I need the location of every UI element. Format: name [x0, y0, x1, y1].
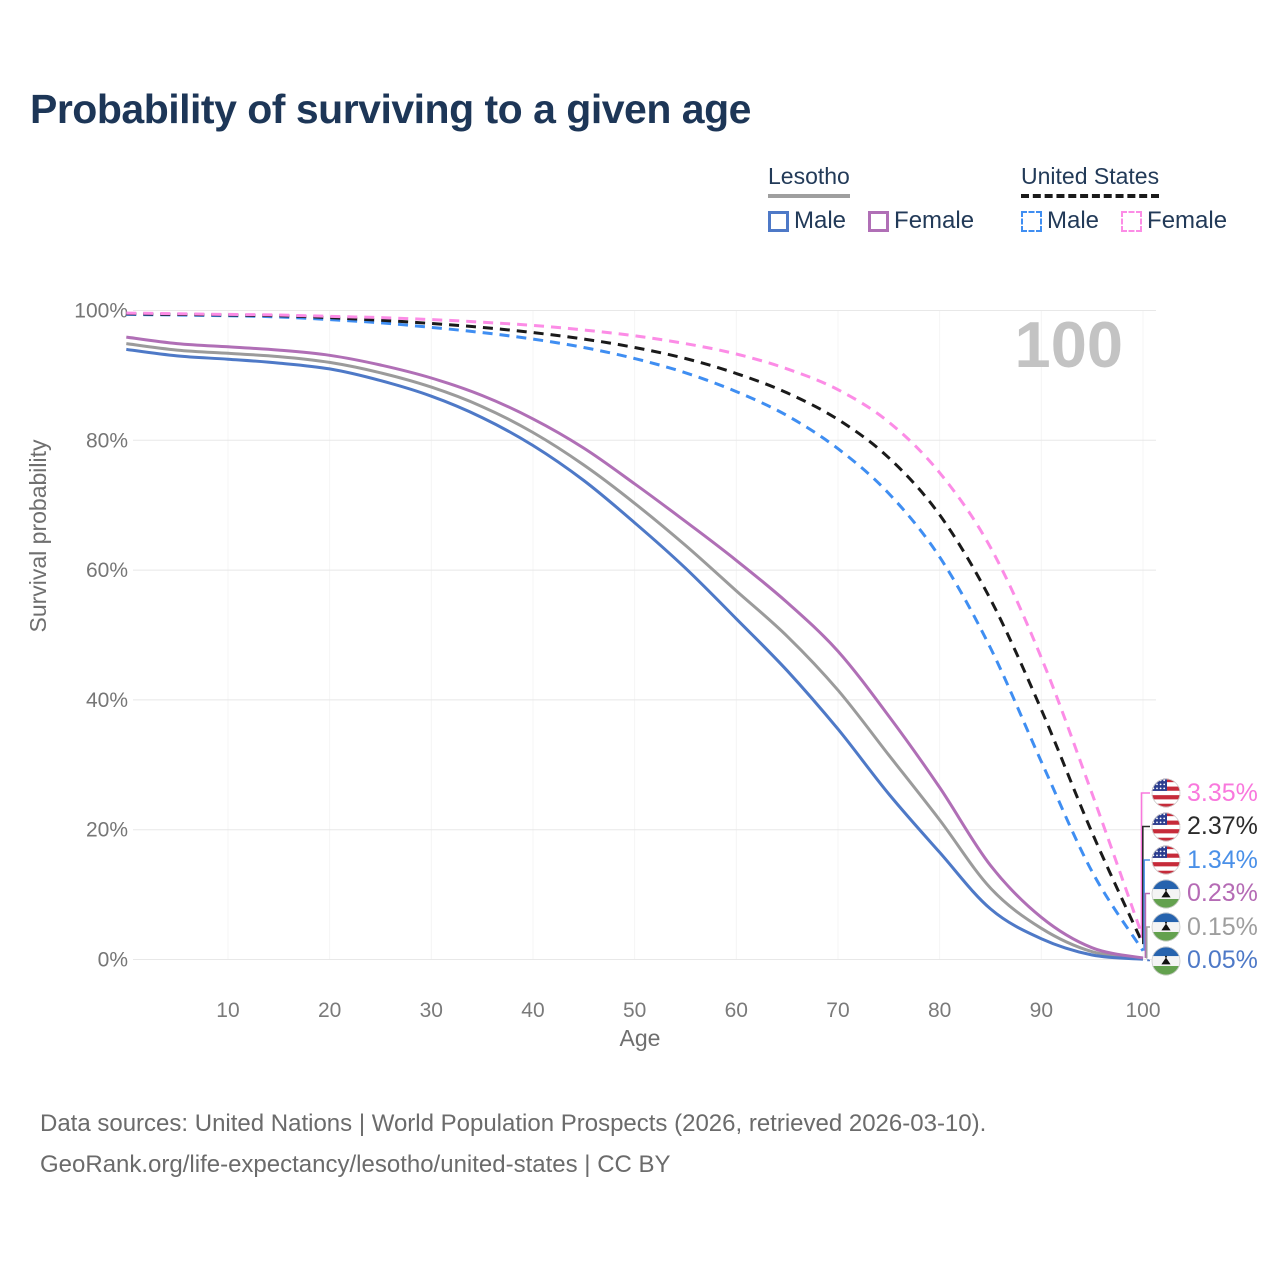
legend-item-label: Male — [794, 207, 847, 234]
y-tick-label: 0% — [98, 949, 128, 972]
leader-line — [1142, 825, 1150, 945]
us-female-swatch-icon — [1121, 210, 1143, 232]
legend-item-label: Male — [1047, 207, 1100, 234]
footer-url-line: GeoRank.org/life-expectancy/lesotho/unit… — [40, 1151, 671, 1178]
series-line-united-states-both-sexes[interactable] — [126, 312, 1145, 945]
x-tick-label: 20 — [318, 999, 341, 1022]
legend-item-label: Female — [894, 207, 975, 234]
x-tick-label: 30 — [420, 999, 443, 1022]
legend-title-united-states[interactable]: United States — [1021, 163, 1160, 198]
x-tick-label: 80 — [928, 999, 951, 1022]
y-tick-label: 100% — [74, 300, 128, 323]
x-tick-label: 10 — [216, 999, 239, 1022]
age-100-annotation: 100 — [1015, 308, 1123, 381]
x-tick-label: 50 — [623, 999, 646, 1022]
leader-line — [1143, 859, 1150, 951]
legend-item-lesotho-male[interactable]: Male — [768, 207, 846, 235]
x-tick-label: 40 — [521, 999, 544, 1022]
lesotho-male-swatch-icon — [768, 210, 789, 232]
legend-item-us-female[interactable]: Female — [1121, 207, 1227, 235]
series-line-lesotho-female[interactable] — [126, 335, 1144, 960]
footer: Data sources: United Nations | World Pop… — [40, 1103, 986, 1185]
leader-line — [1147, 959, 1150, 962]
y-tick-label: 80% — [86, 429, 128, 452]
x-tick-label: 100 — [1125, 999, 1160, 1022]
x-tick-label: 90 — [1030, 999, 1053, 1022]
lesotho-female-swatch-icon — [868, 210, 890, 232]
footer-sources-line: Data sources: United Nations | World Pop… — [40, 1110, 987, 1137]
y-tick-label: 20% — [86, 819, 128, 842]
legend-item-lesotho-female[interactable]: Female — [868, 207, 974, 235]
series-line-united-states-female[interactable] — [126, 311, 1145, 939]
x-tick-label: 60 — [725, 999, 748, 1022]
series-line-lesotho-male[interactable] — [126, 347, 1144, 961]
y-tick-label: 60% — [86, 559, 128, 582]
legend-group-lesotho: Lesotho Male Female — [768, 163, 974, 235]
y-tick-label: 40% — [86, 689, 128, 712]
us-male-swatch-icon — [1021, 210, 1042, 232]
y-axis-title: Survival probability — [25, 439, 51, 633]
legend-title-lesotho[interactable]: Lesotho — [768, 163, 850, 198]
legend-item-us-male[interactable]: Male — [1021, 207, 1099, 235]
leader-line — [1145, 926, 1150, 959]
x-tick-label: 70 — [826, 999, 849, 1022]
leader-line — [1144, 892, 1150, 958]
page-title: Probability of surviving to a given age — [30, 86, 751, 132]
leader-line — [1140, 792, 1150, 938]
legend-group-united-states: United States Male Female — [1021, 163, 1227, 235]
legend-item-label: Female — [1147, 207, 1228, 234]
series-line-lesotho-both-sexes[interactable] — [126, 342, 1144, 960]
x-axis-title: Age — [620, 1025, 661, 1051]
